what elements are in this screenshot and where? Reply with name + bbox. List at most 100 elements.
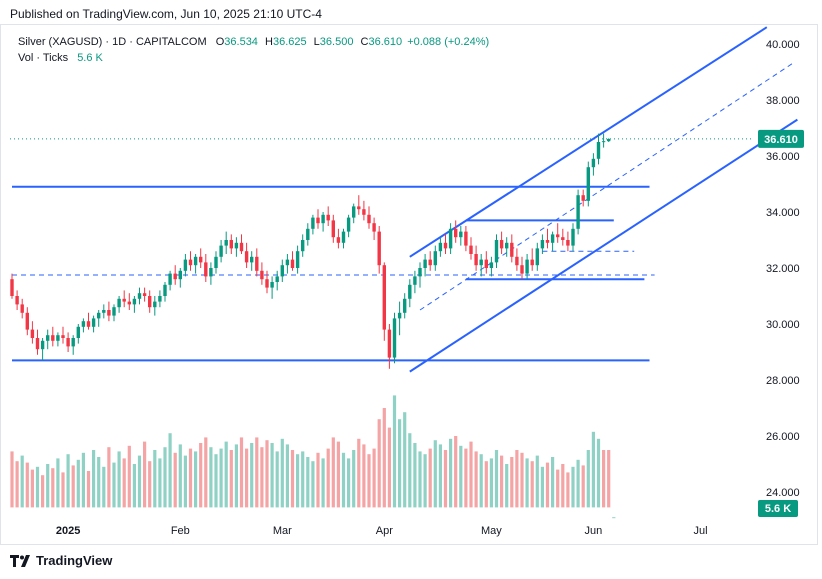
volume-bar <box>234 444 238 508</box>
channel-lower-line[interactable] <box>409 118 798 373</box>
volume-bar <box>372 448 376 508</box>
candle-body <box>117 298 121 308</box>
volume-bar <box>403 412 407 508</box>
volume-bar <box>117 451 121 508</box>
volume-bar <box>321 458 325 508</box>
x-tick-label: Feb <box>171 525 190 537</box>
candle-body <box>30 329 35 338</box>
volume-bar <box>25 462 29 508</box>
volume-bar <box>122 458 126 508</box>
candle-body <box>61 335 65 338</box>
volume-bar <box>449 438 453 508</box>
candle-body <box>137 293 142 299</box>
candle-body <box>607 138 611 142</box>
change-value: +0.088 (+0.24%) <box>407 36 490 48</box>
volume-bar <box>15 461 19 508</box>
drawn-lines[interactable] <box>10 26 798 373</box>
channel-mid-line[interactable] <box>419 63 793 311</box>
footer-brand[interactable]: TradingView <box>10 553 112 568</box>
volume-bar <box>566 472 570 508</box>
volume-bar <box>413 443 417 508</box>
x-tick-label: Jun <box>585 525 603 537</box>
volume-bar <box>280 438 284 508</box>
volume-bar <box>92 450 96 508</box>
volume-bar <box>102 466 106 508</box>
candle-body <box>601 141 606 143</box>
candle-body <box>443 242 448 249</box>
candle-body <box>377 231 381 266</box>
volume-bar <box>199 443 203 508</box>
volume-bar <box>418 451 422 508</box>
volume-value: 5.6 K <box>77 52 103 64</box>
symbol-label[interactable]: Silver (XAGUSD) · 1D · CAPITALCOM <box>18 36 207 48</box>
volume-bar <box>454 436 458 508</box>
volume-bars <box>10 395 616 519</box>
price-tag-label: 36.610 <box>764 134 798 146</box>
volume-bar <box>76 459 80 508</box>
volume-bar <box>20 455 24 508</box>
volume-label[interactable]: Vol · Ticks <box>18 52 69 64</box>
candle-body <box>586 167 590 201</box>
tradingview-logo-icon <box>10 554 30 567</box>
candle-body <box>561 237 565 240</box>
volume-bar <box>479 454 483 508</box>
x-tick-label: 2025 <box>56 525 80 537</box>
volume-bar <box>352 450 356 508</box>
volume-bar <box>158 458 162 508</box>
volume-bar <box>423 454 427 508</box>
open-label: O <box>215 36 225 48</box>
candle-body <box>367 214 371 224</box>
volume-bar <box>66 454 70 508</box>
candle-body <box>244 251 249 263</box>
volume-bar <box>612 517 616 519</box>
candle-body <box>112 307 116 316</box>
candle-body <box>40 340 45 350</box>
candle-body <box>188 259 193 266</box>
y-tick-label: 32.000 <box>766 263 800 275</box>
candle-body <box>535 248 539 266</box>
volume-bar <box>602 450 606 508</box>
channel-upper-line[interactable] <box>409 26 768 258</box>
volume-bar <box>137 455 142 508</box>
volume-bar <box>81 452 85 508</box>
candle-body <box>209 268 213 277</box>
volume-bar <box>607 450 611 508</box>
candle-body <box>576 195 580 229</box>
volume-bar <box>97 457 101 508</box>
volume-bar <box>500 455 504 508</box>
candle-body <box>423 259 427 268</box>
volume-bar <box>525 458 529 508</box>
volume-bar <box>214 454 218 508</box>
volume-bar <box>275 451 279 508</box>
volume-bar <box>260 447 264 508</box>
volume-bar <box>127 445 131 508</box>
candle-body <box>336 237 341 243</box>
volume-bar <box>224 441 228 508</box>
candle-body <box>591 158 596 168</box>
legend-row-volume: Vol · Ticks 5.6 K <box>18 50 489 66</box>
y-tick-label: 24.000 <box>766 487 800 499</box>
volume-bar <box>51 468 55 508</box>
y-tick-label: 26.000 <box>766 431 800 443</box>
candle-body <box>91 318 96 327</box>
chart-frame[interactable] <box>0 24 818 545</box>
volume-bar <box>357 438 361 508</box>
candle-body <box>10 279 14 296</box>
x-tick-label: Mar <box>273 525 292 537</box>
high-value: 36.625 <box>272 36 307 48</box>
candle-body <box>408 284 412 299</box>
candle-body <box>306 228 310 240</box>
volume-bar <box>433 440 437 508</box>
candle-body <box>25 312 29 330</box>
volume-bar <box>484 461 488 508</box>
candle-body <box>51 335 55 341</box>
volume-bar <box>489 458 493 508</box>
candle-body <box>454 228 458 238</box>
volume-bar <box>545 462 550 508</box>
volume-tag-label: 5.6 K <box>765 503 791 515</box>
low-label: L <box>313 36 320 48</box>
candle-body <box>290 259 295 268</box>
candle-body <box>132 298 137 305</box>
volume-bar <box>301 451 305 508</box>
